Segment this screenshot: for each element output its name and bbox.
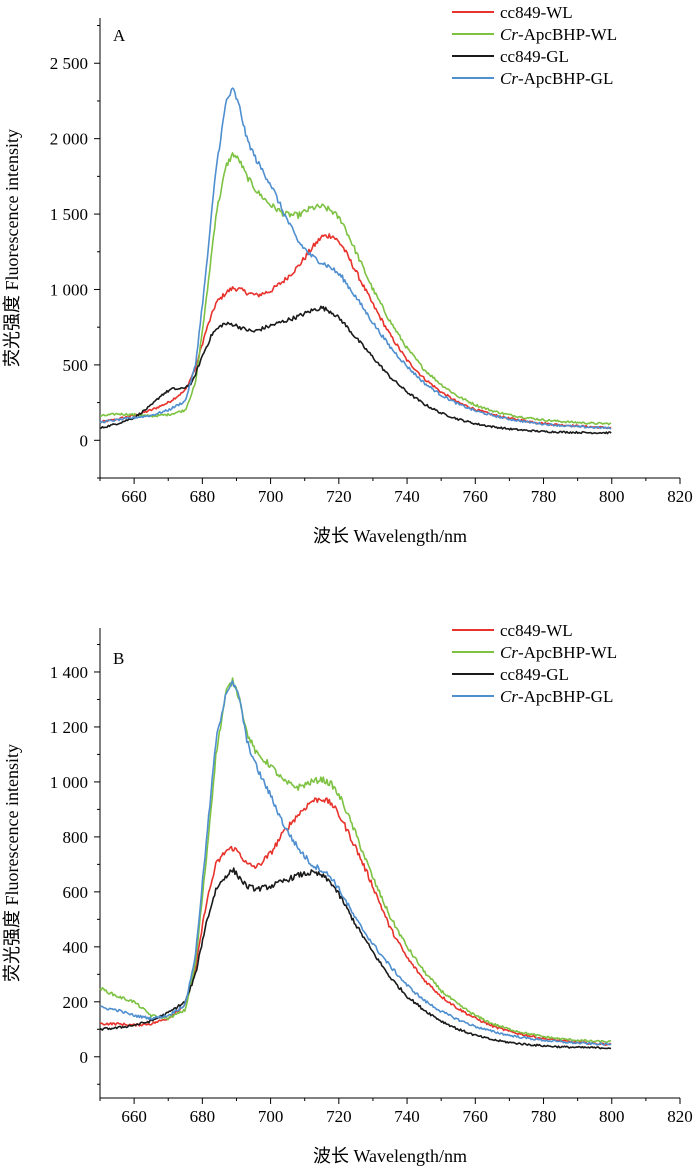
y-tick-label: 1 000 [50, 773, 88, 792]
y-tick-label: 1 500 [50, 205, 88, 224]
legend-label-text: -ApcBHP-GL [518, 69, 613, 88]
legend-label: Cr-ApcBHP-GL [500, 69, 613, 88]
legend-label-text: cc849-GL [500, 665, 569, 684]
y-axis-title: 荧光强度 Fluorescence intensity [2, 744, 22, 982]
y-tick-label: 2 000 [50, 130, 88, 149]
x-tick-label: 760 [463, 1107, 489, 1126]
legend-label-text: -ApcBHP-GL [518, 687, 613, 706]
x-tick-label: 740 [394, 487, 420, 506]
y-axis-title: 荧光强度 Fluorescence intensity [2, 129, 22, 367]
series-line-cc849-gl [99, 305, 612, 435]
y-tick-label: 1 200 [50, 718, 88, 737]
x-tick-label: 700 [258, 1107, 284, 1126]
legend-label-text: cc849-WL [500, 621, 573, 640]
legend-label: Cr-ApcBHP-GL [500, 687, 613, 706]
legend-label-italic: Cr [500, 687, 518, 706]
series-line-cc849-wl [99, 233, 612, 430]
legend-label-italic: Cr [500, 69, 518, 88]
x-tick-label: 740 [394, 1107, 420, 1126]
y-tick-label: 800 [63, 828, 89, 847]
legend-label-text: -ApcBHP-WL [518, 643, 617, 662]
y-tick-label: 400 [63, 938, 89, 957]
x-tick-label: 780 [531, 487, 557, 506]
legend-label: Cr-ApcBHP-WL [500, 25, 617, 44]
y-tick-label: 2 500 [50, 54, 88, 73]
x-tick-label: 820 [667, 487, 693, 506]
series-line-cr-apcbhp-gl [99, 680, 612, 1046]
x-axis-title: 波长 Wavelength/nm [313, 526, 467, 546]
y-tick-label: 500 [63, 356, 89, 375]
y-tick-label: 200 [63, 993, 89, 1012]
chart-panel-A: 0 500 1 000 1 500 2 000 2 500 660 680 700 720 740 7… [2, 3, 693, 546]
x-tick-label: 680 [190, 487, 216, 506]
x-tick-label: 820 [667, 1107, 693, 1126]
x-axis-title: 波长 Wavelength/nm [313, 1146, 467, 1166]
legend-label: cc849-WL [500, 621, 573, 640]
legend-label-text: cc849-WL [500, 3, 573, 22]
panel-label: A [113, 26, 126, 45]
series-line-cr-apcbhp-wl [99, 677, 612, 1044]
legend-label: cc849-GL [500, 47, 569, 66]
y-tick-label: 0 [80, 431, 89, 450]
x-tick-label: 800 [599, 487, 625, 506]
x-tick-label: 780 [531, 1107, 557, 1126]
legend-label-italic: Cr [500, 25, 518, 44]
legend-label: Cr-ApcBHP-WL [500, 643, 617, 662]
x-tick-label: 660 [121, 1107, 147, 1126]
x-tick-label: 660 [121, 487, 147, 506]
x-tick-label: 680 [190, 1107, 216, 1126]
legend-label-text: cc849-GL [500, 47, 569, 66]
legend-label-italic: Cr [500, 643, 518, 662]
x-tick-label: 760 [463, 487, 489, 506]
legend-label-text: -ApcBHP-WL [518, 25, 617, 44]
x-tick-label: 720 [326, 487, 352, 506]
y-tick-label: 1 000 [50, 280, 88, 299]
y-tick-label: 0 [80, 1048, 89, 1067]
panel-label: B [113, 649, 124, 668]
series-line-cc849-gl [99, 867, 612, 1050]
y-tick-label: 1 400 [50, 663, 88, 682]
x-tick-label: 700 [258, 487, 284, 506]
y-tick-label: 600 [63, 883, 89, 902]
series-line-cr-apcbhp-gl [99, 87, 612, 430]
chart-panel-B: 0 200 400 600 800 1 000 1 200 1 400 660 680 700 720… [2, 621, 693, 1166]
series-line-cr-apcbhp-wl [99, 152, 612, 426]
x-tick-label: 720 [326, 1107, 352, 1126]
legend-label: cc849-GL [500, 665, 569, 684]
legend-label: cc849-WL [500, 3, 573, 22]
x-tick-label: 800 [599, 1107, 625, 1126]
